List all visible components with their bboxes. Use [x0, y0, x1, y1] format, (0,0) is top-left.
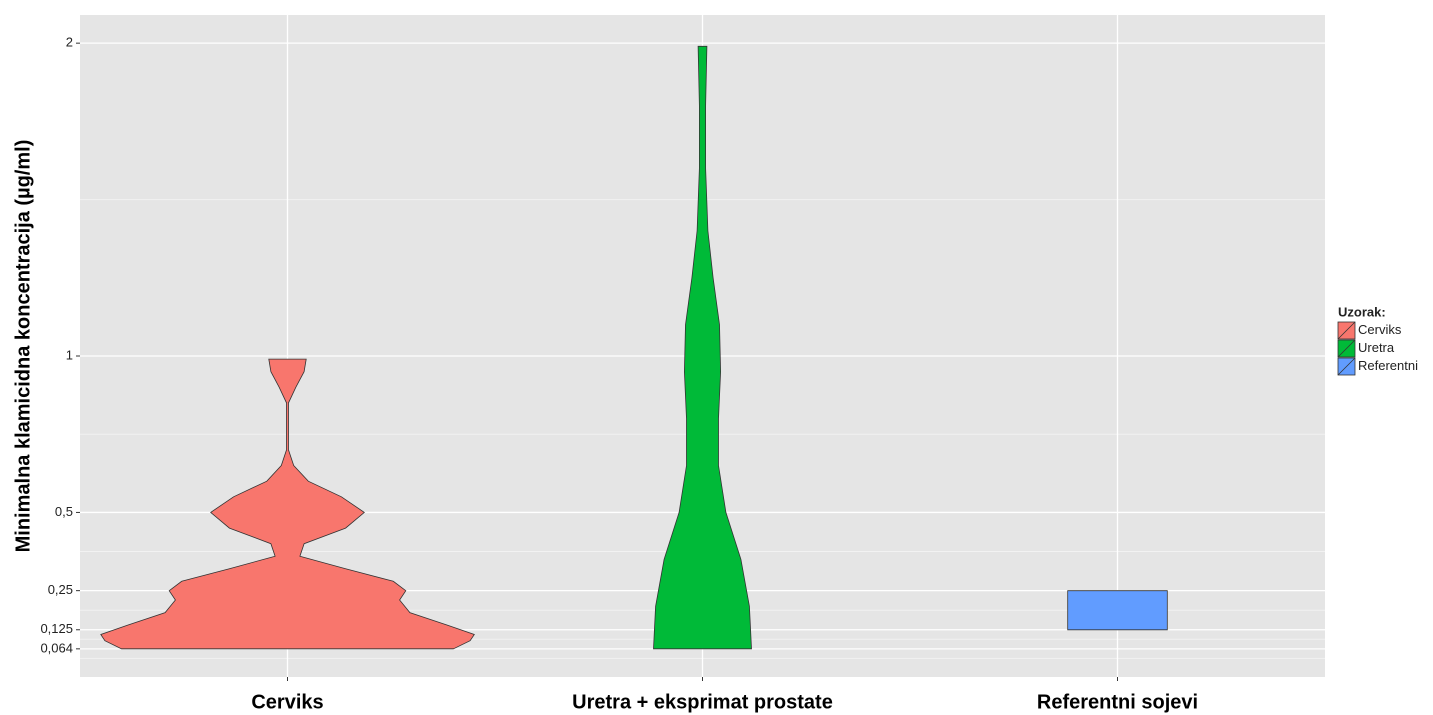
- legend-label: Uretra: [1358, 340, 1395, 355]
- legend-label: Referentni: [1358, 358, 1418, 373]
- legend-key-line: [1337, 321, 1356, 340]
- x-tick-label: Referentni sojevi: [1037, 691, 1198, 713]
- legend-key-line: [1337, 339, 1356, 358]
- y-tick-label: 1: [66, 347, 73, 362]
- x-tick-label: Cerviks: [251, 691, 323, 713]
- legend-key-line: [1337, 357, 1356, 376]
- y-tick-label: 0,25: [48, 582, 73, 597]
- legend-title: Uzorak:: [1338, 304, 1386, 319]
- y-axis-label: Minimalna klamicidna koncentracija (µg/m…: [12, 140, 34, 553]
- x-tick-label: Uretra + eksprimat prostate: [572, 691, 833, 713]
- y-tick-label: 0,5: [55, 504, 73, 519]
- violin: [653, 45, 752, 650]
- y-tick-label: 0,125: [40, 621, 73, 636]
- marks: [100, 45, 1168, 650]
- violin: [1067, 590, 1168, 631]
- legend-label: Cerviks: [1358, 322, 1402, 337]
- y-tick-label: 0,064: [40, 640, 73, 655]
- violin: [100, 358, 475, 650]
- y-tick-label: 2: [66, 35, 73, 50]
